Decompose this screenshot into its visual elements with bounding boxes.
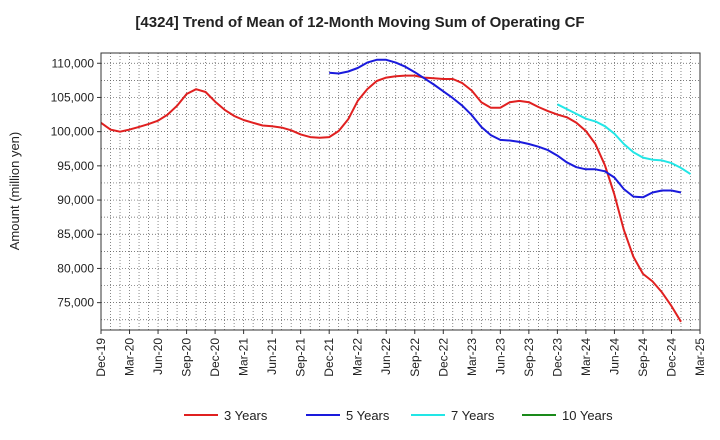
y-tick-label: 110,000 [52,56,95,70]
series-line-3-years [100,74,682,323]
x-tick-label: Sep-24 [636,338,650,377]
y-tick-label: 90,000 [57,193,94,207]
x-tick-label: Mar-22 [351,338,365,376]
x-tick-label: Jun-20 [151,338,165,375]
y-tick-label: 100,000 [51,125,95,139]
x-tick-label: Sep-21 [294,338,308,377]
x-tick-label: Mar-21 [237,338,251,376]
y-tick-label: 105,000 [51,90,95,104]
legend-label: 3 Years [224,408,268,423]
legend-label: 7 Years [451,408,495,423]
y-axis-label: Amount (million yen) [7,132,22,251]
x-tick-label: Dec-20 [208,338,222,377]
plot-area [101,53,700,330]
x-tick-label: Sep-22 [408,338,422,377]
x-tick-label: Jun-21 [265,338,279,375]
y-tick-label: 80,000 [57,261,94,275]
x-tick-label: Dec-22 [436,338,450,377]
series-line-7-years [556,103,692,175]
x-tick-label: Dec-23 [550,338,564,377]
chart-title: [4324] Trend of Mean of 12-Month Moving … [135,14,585,31]
x-tick-label: Jun-22 [379,338,393,375]
x-tick-label: Sep-23 [522,338,536,377]
x-tick-label: Mar-23 [465,338,479,376]
y-tick-label: 85,000 [57,227,94,241]
legend-label: 10 Years [562,408,613,423]
x-tick-label: Dec-24 [665,338,679,377]
x-tick-label: Dec-19 [94,338,108,377]
x-tick-label: Jun-23 [493,338,507,375]
x-tick-label: Sep-20 [180,338,194,377]
x-tick-label: Jun-24 [607,338,621,375]
x-tick-label: Mar-20 [123,338,137,376]
x-tick-label: Mar-25 [693,338,707,376]
series-line-5-years [329,58,682,199]
x-tick-label: Mar-24 [579,338,593,376]
y-tick-label: 95,000 [57,159,94,173]
legend-label: 5 Years [346,408,390,423]
x-tick-label: Dec-21 [322,338,336,377]
plot-border [100,52,701,331]
y-tick-label: 75,000 [57,296,94,310]
